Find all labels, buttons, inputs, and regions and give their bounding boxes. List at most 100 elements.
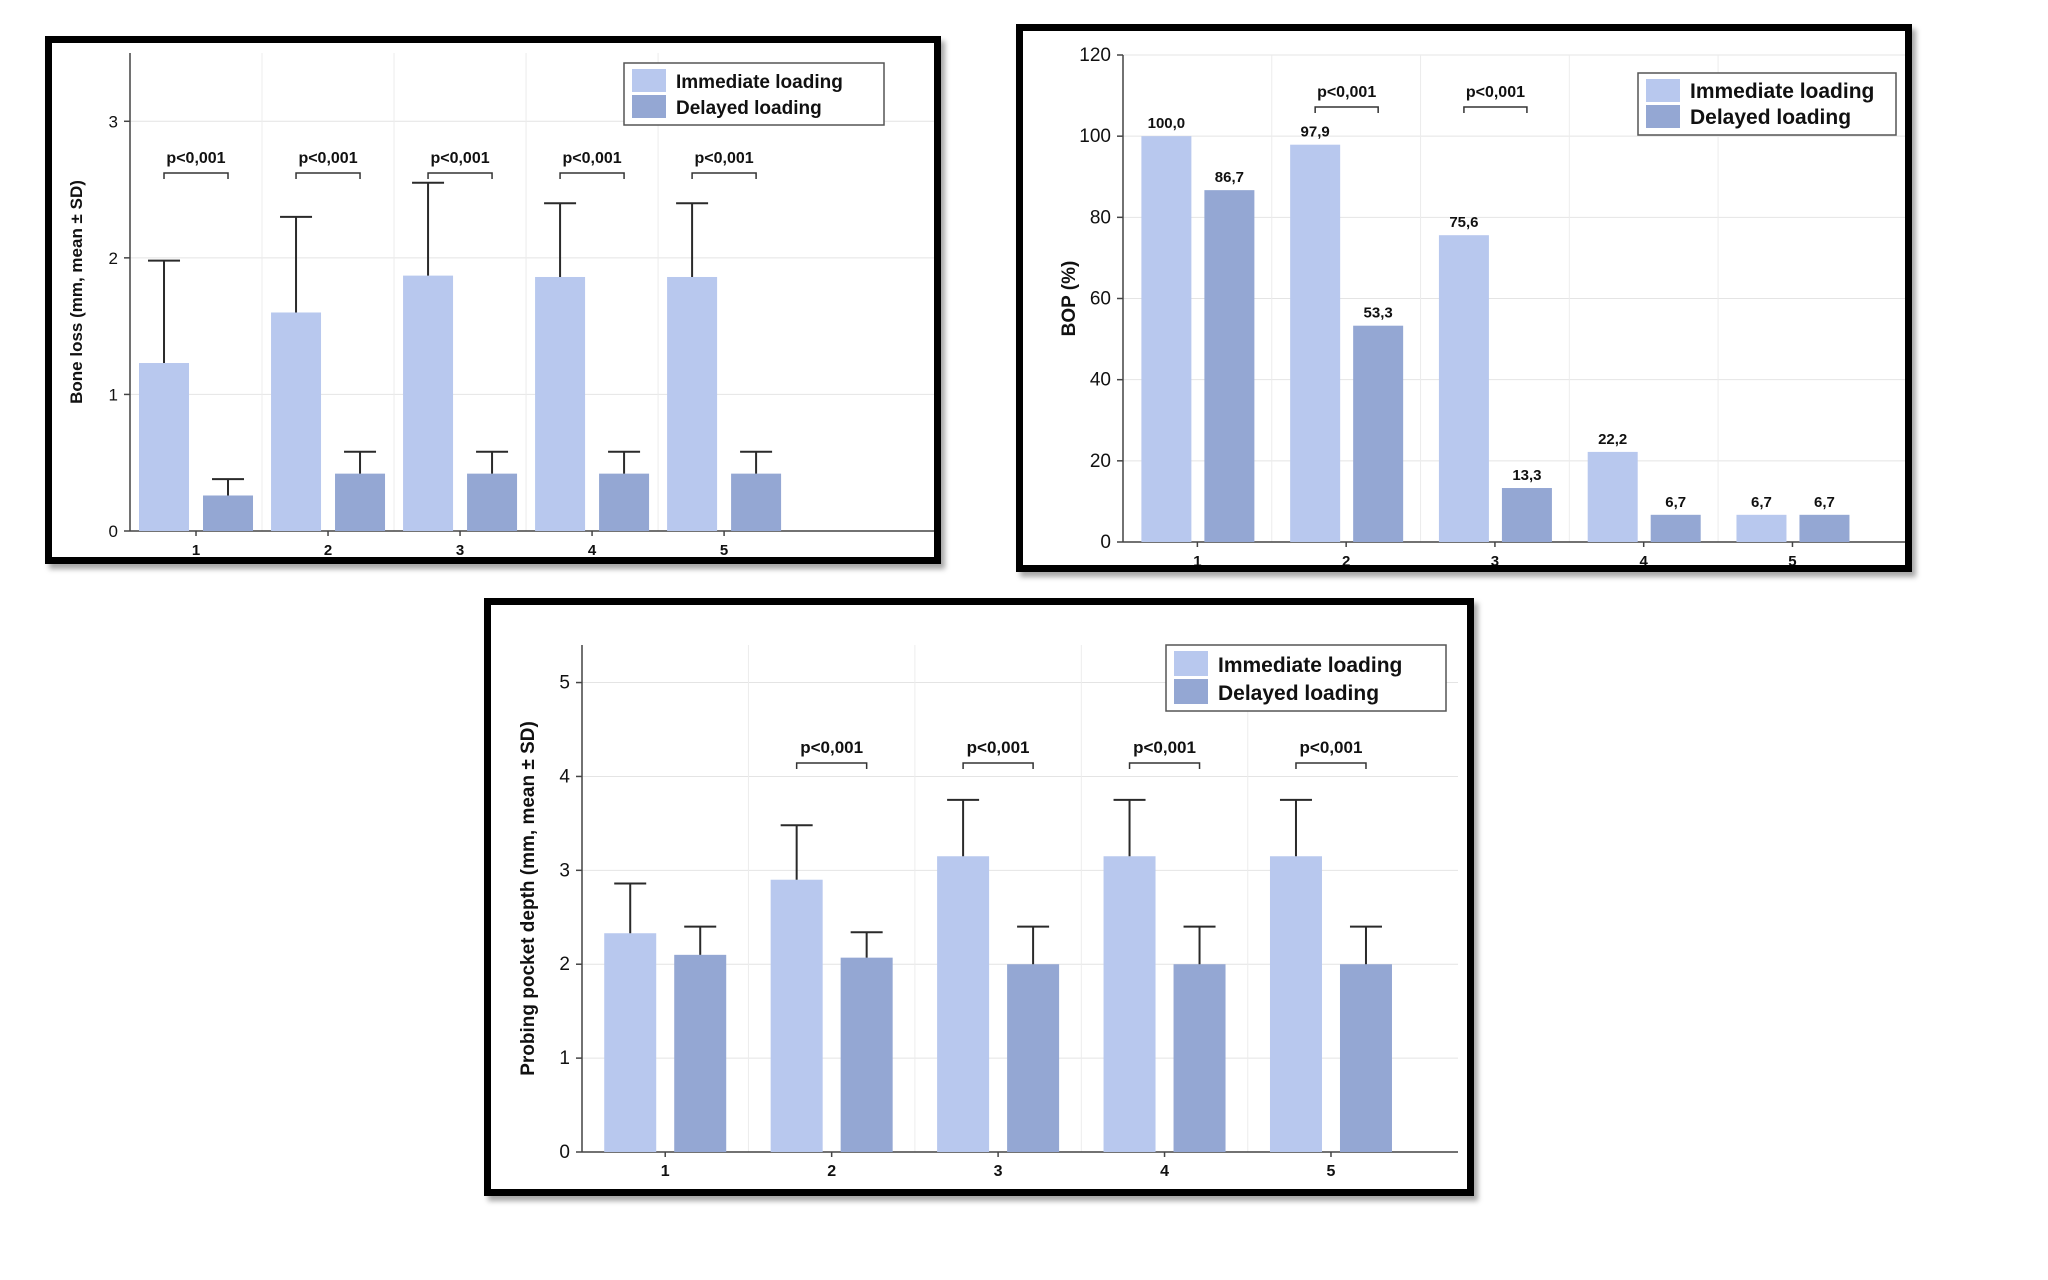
legend-label: Delayed loading [676,98,822,119]
legend-label: Immediate loading [676,72,843,93]
bar-delayed [1501,488,1552,542]
x-tick-label: 1 [192,542,200,557]
bar-immediate [1736,514,1787,542]
bar-immediate [937,856,990,1152]
significance-bracket [962,762,1034,769]
y-tick-label: 3 [559,860,570,881]
y-tick-label: 2 [109,249,118,268]
data-label: 22,2 [1598,431,1627,448]
significance-bracket [1128,762,1201,769]
y-axis-label: Probing pocket depth (mm, mean ± SD) [518,721,539,1076]
x-tick-label: 1 [661,1163,670,1180]
significance-bracket [1314,106,1379,113]
y-tick-label: 4 [559,766,570,787]
data-label: 100,0 [1148,115,1186,132]
y-tick-label: 1 [109,385,118,404]
bar-immediate [1438,235,1489,542]
legend [1165,644,1447,712]
y-tick-label: 2 [559,954,570,975]
legend-swatch-immediate [1174,651,1208,676]
y-tick-label: 60 [1090,289,1111,310]
bar-immediate [1269,856,1322,1152]
y-tick-label: 0 [109,522,118,541]
x-tick-label: 4 [588,542,597,557]
bar-delayed [1650,514,1701,542]
y-tick-label: 0 [559,1142,570,1163]
significance-bracket [691,172,757,179]
significance-bracket [1295,762,1367,769]
significance-label: p<0,001 [562,150,621,167]
bar-immediate [667,276,718,531]
x-tick-label: 3 [1491,553,1499,565]
bar-delayed [1339,964,1392,1152]
probing-pocket-depth-chart: 0 1 2 3 4 5 Probing pocket depth (mm, mean ± S… [518,644,1458,1180]
y-tick-label: 1 [559,1048,570,1069]
x-tick-label: 4 [1160,1163,1169,1180]
significance-label: p<0,001 [166,150,225,167]
y-tick-label: 3 [109,112,118,131]
significance-label: p<0,001 [967,738,1030,757]
bar-immediate [535,276,586,531]
bar-immediate [403,275,454,531]
bar-immediate [770,879,823,1152]
significance-label: p<0,001 [1466,84,1525,101]
legend-swatch-immediate [1646,79,1680,102]
y-tick-label: 20 [1090,451,1111,472]
significance-label: p<0,001 [430,150,489,167]
bop-chart-panel: 0 20 40 60 80 100 120 BOP (%) 1 2 3 4 5 100,0 97,9 75,6… [1016,24,1912,572]
significance-label: p<0,001 [1300,738,1363,757]
significance-bracket [427,172,493,179]
bar-delayed [203,495,254,531]
bar-immediate [1141,136,1192,542]
bar-delayed [731,473,782,531]
legend-swatch-delayed [632,95,666,118]
significance-bracket [295,172,361,179]
data-label: 75,6 [1449,214,1478,231]
x-tick-label: 5 [720,542,728,557]
y-tick-label: 120 [1079,45,1111,66]
y-axis-label: Bone loss (mm, mean ± SD) [67,180,86,404]
bar-immediate [1587,451,1638,542]
bone-loss-chart: 0 1 2 3 Bone loss (mm, mean ± SD) 1 2 3 4 5 p<0,00… [67,53,934,557]
legend-label: Delayed loading [1690,106,1851,129]
y-tick-label: 0 [1100,532,1111,553]
significance-label: p<0,001 [298,150,357,167]
bone-loss-chart-panel: 0 1 2 3 Bone loss (mm, mean ± SD) 1 2 3 4 5 p<0,00… [45,36,941,564]
significance-label: p<0,001 [695,150,754,167]
y-tick-label: 80 [1090,207,1111,228]
significance-label: p<0,001 [800,738,863,757]
significance-bracket [1463,106,1528,113]
bar-immediate [1103,856,1156,1152]
data-label: 6,7 [1751,494,1772,511]
bar-delayed [1353,325,1404,542]
x-tick-label: 2 [1342,553,1350,565]
data-label: 53,3 [1364,305,1393,322]
x-tick-label: 2 [324,542,332,557]
bar-delayed [674,954,727,1152]
data-label: 13,3 [1512,467,1541,484]
data-label: 86,7 [1215,169,1244,186]
bar-delayed [335,473,386,531]
significance-bracket [559,172,625,179]
data-label: 6,7 [1665,494,1686,511]
bar-immediate [139,363,190,531]
y-tick-label: 40 [1090,370,1111,391]
significance-bracket [163,172,229,179]
y-axis-label: BOP (%) [1059,261,1080,337]
significance-bracket [795,762,868,769]
bar-delayed [1173,964,1226,1152]
legend-swatch-delayed [1174,679,1208,704]
y-tick-label: 5 [559,673,570,694]
bar-delayed [1007,964,1060,1152]
legend-label: Immediate loading [1690,80,1874,103]
legend [1637,72,1897,136]
x-tick-label: 3 [994,1163,1003,1180]
bar-immediate [271,312,322,531]
significance-label: p<0,001 [1317,84,1376,101]
bar-immediate [604,933,657,1152]
legend-swatch-immediate [632,69,666,92]
data-label: 97,9 [1301,124,1330,141]
probing-pocket-depth-chart-panel: 0 1 2 3 4 5 Probing pocket depth (mm, mean ± S… [484,598,1474,1196]
legend-swatch-delayed [1646,105,1680,128]
x-tick-label: 4 [1640,553,1649,565]
